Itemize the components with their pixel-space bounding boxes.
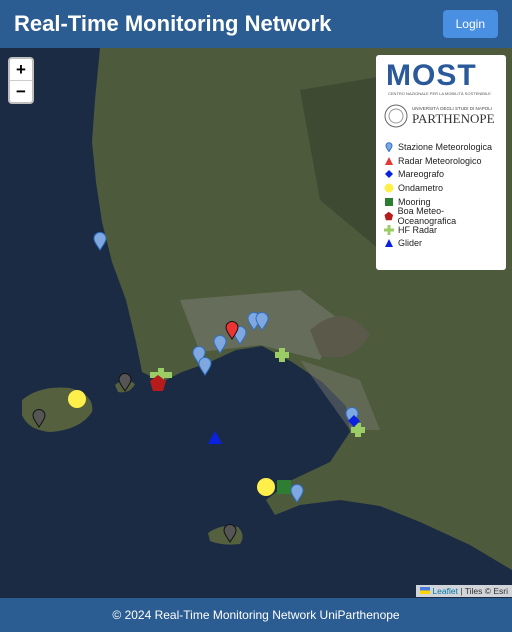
legend-icon [385, 170, 393, 179]
legend-label: Stazione Meteorologica [398, 141, 493, 152]
legend-label: Mareografo [398, 169, 445, 180]
legend-icon [384, 224, 394, 235]
attribution-text: | Tiles © Esri [460, 586, 508, 596]
marker-wave-buoy[interactable] [257, 478, 275, 496]
volcano [310, 316, 370, 358]
legend-item: Boa Meteo-Oceanografica [384, 205, 498, 226]
legend-icon [385, 156, 393, 165]
zoom-in[interactable]: + [16, 60, 26, 79]
most-logo: MOST [386, 59, 477, 92]
university-text: UNIVERSITÀ DEGLI STUDI DI NAPOLI PARTHEN… [412, 106, 495, 127]
university-name: PARTHENOPE [412, 110, 495, 126]
marker-hf-radar[interactable] [150, 368, 172, 382]
legend-icon [384, 183, 394, 193]
marker-tide-gauge[interactable] [348, 415, 360, 427]
university-seal [384, 104, 408, 128]
legend-label: Glider [398, 238, 423, 249]
legend-label: Ondametro [398, 183, 444, 194]
app-title: Real-Time Monitoring Network [14, 11, 332, 36]
zoom-out[interactable]: − [10, 80, 32, 102]
legend-item: Ondametro [384, 181, 498, 195]
most-subtitle: CENTRO NAZIONALE PER LA MOBILITÀ SOSTENI… [388, 91, 491, 96]
legend-icon [384, 211, 394, 221]
legend-item: Radar Meteorologico [384, 154, 498, 168]
legend-item: Mooring [384, 195, 498, 209]
flag-icon [420, 587, 431, 594]
zoom-control: + − [8, 57, 34, 104]
marker-meteo-ocean-buoy[interactable] [150, 375, 166, 391]
marker-hf-radar[interactable] [275, 348, 289, 362]
marker-wave-buoy[interactable] [68, 390, 86, 408]
marker-mooring[interactable] [277, 480, 291, 494]
legend-items: Stazione Meteorologica Radar Meteorologi… [384, 140, 498, 250]
legend-item: Glider [384, 237, 498, 251]
legend-icon [385, 142, 393, 152]
urban-area [300, 360, 380, 430]
legend-label: Boa Meteo-Oceanografica [397, 205, 457, 226]
university-line: UNIVERSITÀ DEGLI STUDI DI NAPOLI [412, 105, 493, 111]
legend-icon [385, 198, 393, 207]
legend-item: Mareografo [384, 168, 498, 182]
legend: MOST CENTRO NAZIONALE PER LA MOBILITÀ SO… [376, 55, 506, 270]
login-button[interactable]: Login [442, 10, 498, 38]
attribution: Leaflet | Tiles © Esri [416, 585, 512, 597]
legend-label: HF Radar [398, 224, 438, 235]
university-logo: UNIVERSITÀ DEGLI STUDI DI NAPOLI PARTHEN… [384, 104, 498, 128]
footer-text: © 2024 Real-Time Monitoring Network UniP… [112, 608, 400, 622]
marker-glider[interactable] [208, 431, 222, 444]
header: Real-Time Monitoring Network Login [0, 0, 512, 48]
marker-hf-radar[interactable] [351, 423, 365, 437]
legend-label: Mooring [398, 197, 431, 208]
leaflet-link[interactable]: Leaflet [432, 586, 458, 596]
legend-item: HF Radar [384, 223, 498, 237]
legend-label: Radar Meteorologico [398, 155, 482, 166]
legend-item: Stazione Meteorologica [384, 140, 498, 154]
footer: © 2024 Real-Time Monitoring Network UniP… [0, 598, 512, 632]
legend-icon [385, 239, 393, 248]
